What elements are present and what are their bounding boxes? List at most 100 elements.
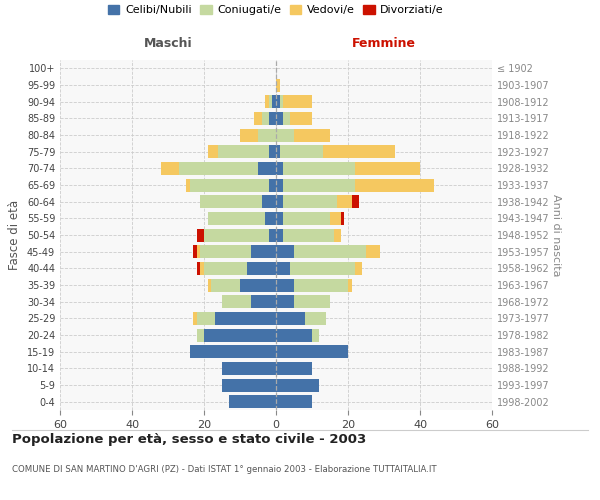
Bar	[222, 378, 276, 392]
Y-axis label: Fasce di età: Fasce di età	[8, 200, 21, 270]
Bar	[276, 345, 348, 358]
Bar	[283, 162, 355, 175]
Bar	[366, 245, 380, 258]
Bar	[337, 195, 352, 208]
Bar	[276, 395, 312, 408]
Bar	[276, 95, 280, 108]
Bar	[258, 162, 276, 175]
Bar	[204, 262, 247, 275]
Bar	[294, 245, 366, 258]
Bar	[280, 95, 283, 108]
Bar	[193, 312, 197, 325]
Text: Popolazione per età, sesso e stato civile - 2003: Popolazione per età, sesso e stato civil…	[12, 432, 366, 446]
Bar	[334, 228, 341, 241]
Bar	[294, 295, 330, 308]
Bar	[269, 145, 276, 158]
Bar	[193, 245, 197, 258]
Bar	[276, 162, 283, 175]
Bar	[283, 112, 290, 125]
Bar	[197, 245, 200, 258]
Bar	[186, 178, 190, 192]
Bar	[276, 278, 294, 291]
Bar	[312, 328, 319, 342]
Bar	[280, 145, 323, 158]
Bar	[265, 95, 269, 108]
Bar	[240, 278, 276, 291]
Bar	[276, 112, 283, 125]
Bar	[276, 228, 283, 241]
Bar	[204, 228, 269, 241]
Bar	[276, 178, 283, 192]
Bar	[254, 112, 262, 125]
Bar	[229, 395, 276, 408]
Bar	[208, 278, 211, 291]
Bar	[305, 312, 326, 325]
Text: Femmine: Femmine	[352, 37, 416, 50]
Bar	[352, 195, 359, 208]
Bar	[330, 212, 341, 225]
Bar	[276, 312, 305, 325]
Bar	[283, 95, 312, 108]
Bar	[269, 228, 276, 241]
Bar	[276, 145, 280, 158]
Bar	[355, 162, 420, 175]
Bar	[276, 195, 283, 208]
Bar	[276, 245, 294, 258]
Bar	[276, 378, 319, 392]
Bar	[197, 228, 204, 241]
Bar	[283, 228, 334, 241]
Bar	[161, 162, 179, 175]
Bar	[283, 195, 337, 208]
Legend: Celibi/Nubili, Coniugati/e, Vedovi/e, Divorziati/e: Celibi/Nubili, Coniugati/e, Vedovi/e, Di…	[104, 0, 448, 20]
Bar	[222, 295, 251, 308]
Bar	[251, 295, 276, 308]
Bar	[341, 212, 344, 225]
Bar	[276, 212, 283, 225]
Bar	[197, 312, 215, 325]
Bar	[215, 312, 276, 325]
Bar	[276, 328, 312, 342]
Bar	[208, 212, 265, 225]
Bar	[265, 212, 276, 225]
Bar	[262, 112, 269, 125]
Bar	[197, 262, 200, 275]
Bar	[283, 178, 355, 192]
Bar	[208, 145, 218, 158]
Bar	[269, 178, 276, 192]
Bar	[294, 278, 348, 291]
Bar	[211, 278, 240, 291]
Bar	[262, 195, 276, 208]
Bar	[269, 95, 272, 108]
Bar	[323, 145, 395, 158]
Bar	[247, 262, 276, 275]
Bar	[190, 178, 269, 192]
Y-axis label: Anni di nascita: Anni di nascita	[551, 194, 561, 276]
Bar	[258, 128, 276, 141]
Bar	[190, 345, 276, 358]
Bar	[222, 362, 276, 375]
Bar	[355, 262, 362, 275]
Bar	[200, 262, 204, 275]
Bar	[251, 245, 276, 258]
Bar	[355, 178, 434, 192]
Bar	[276, 78, 280, 92]
Text: COMUNE DI SAN MARTINO D'AGRI (PZ) - Dati ISTAT 1° gennaio 2003 - Elaborazione TU: COMUNE DI SAN MARTINO D'AGRI (PZ) - Dati…	[12, 466, 437, 474]
Bar	[290, 262, 355, 275]
Bar	[197, 328, 204, 342]
Bar	[218, 145, 269, 158]
Bar	[269, 112, 276, 125]
Bar	[294, 128, 330, 141]
Bar	[276, 128, 294, 141]
Bar	[204, 328, 276, 342]
Bar	[290, 112, 312, 125]
Bar	[276, 262, 290, 275]
Bar	[240, 128, 258, 141]
Bar	[348, 278, 352, 291]
Bar	[283, 212, 330, 225]
Bar	[200, 195, 262, 208]
Bar	[272, 95, 276, 108]
Bar	[179, 162, 258, 175]
Text: Maschi: Maschi	[143, 37, 193, 50]
Bar	[276, 362, 312, 375]
Bar	[200, 245, 251, 258]
